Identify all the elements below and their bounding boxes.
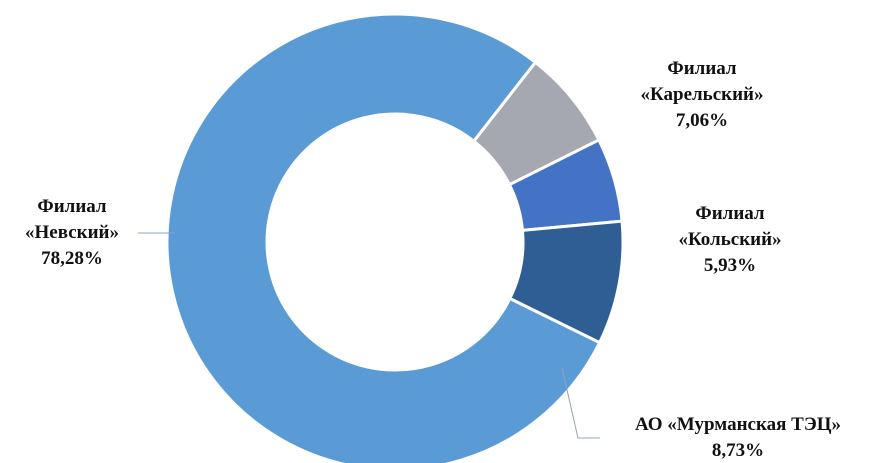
label-karelsky-line1: Филиал bbox=[667, 58, 737, 79]
label-kolsky-value: 5,93% bbox=[704, 255, 756, 276]
label-nevsky-line1: Филиал bbox=[37, 196, 107, 217]
leader-line-murmansk bbox=[561, 367, 600, 439]
label-murmansk-value: 8,73% bbox=[712, 440, 764, 461]
donut-slice-0 bbox=[165, 12, 602, 463]
label-nevsky-value: 78,28% bbox=[41, 248, 103, 269]
label-karelsky-value: 7,06% bbox=[676, 110, 728, 131]
label-kolsky-line2: «Кольский» bbox=[678, 229, 781, 250]
label-karelsky-line2: «Карельский» bbox=[640, 84, 763, 105]
label-nevsky-line2: «Невский» bbox=[25, 222, 119, 243]
label-murmansk-line1: АО «Мурманская ТЭЦ» bbox=[635, 414, 841, 435]
label-kolsky-line1: Филиал bbox=[695, 203, 765, 224]
donut-slices bbox=[165, 12, 625, 463]
